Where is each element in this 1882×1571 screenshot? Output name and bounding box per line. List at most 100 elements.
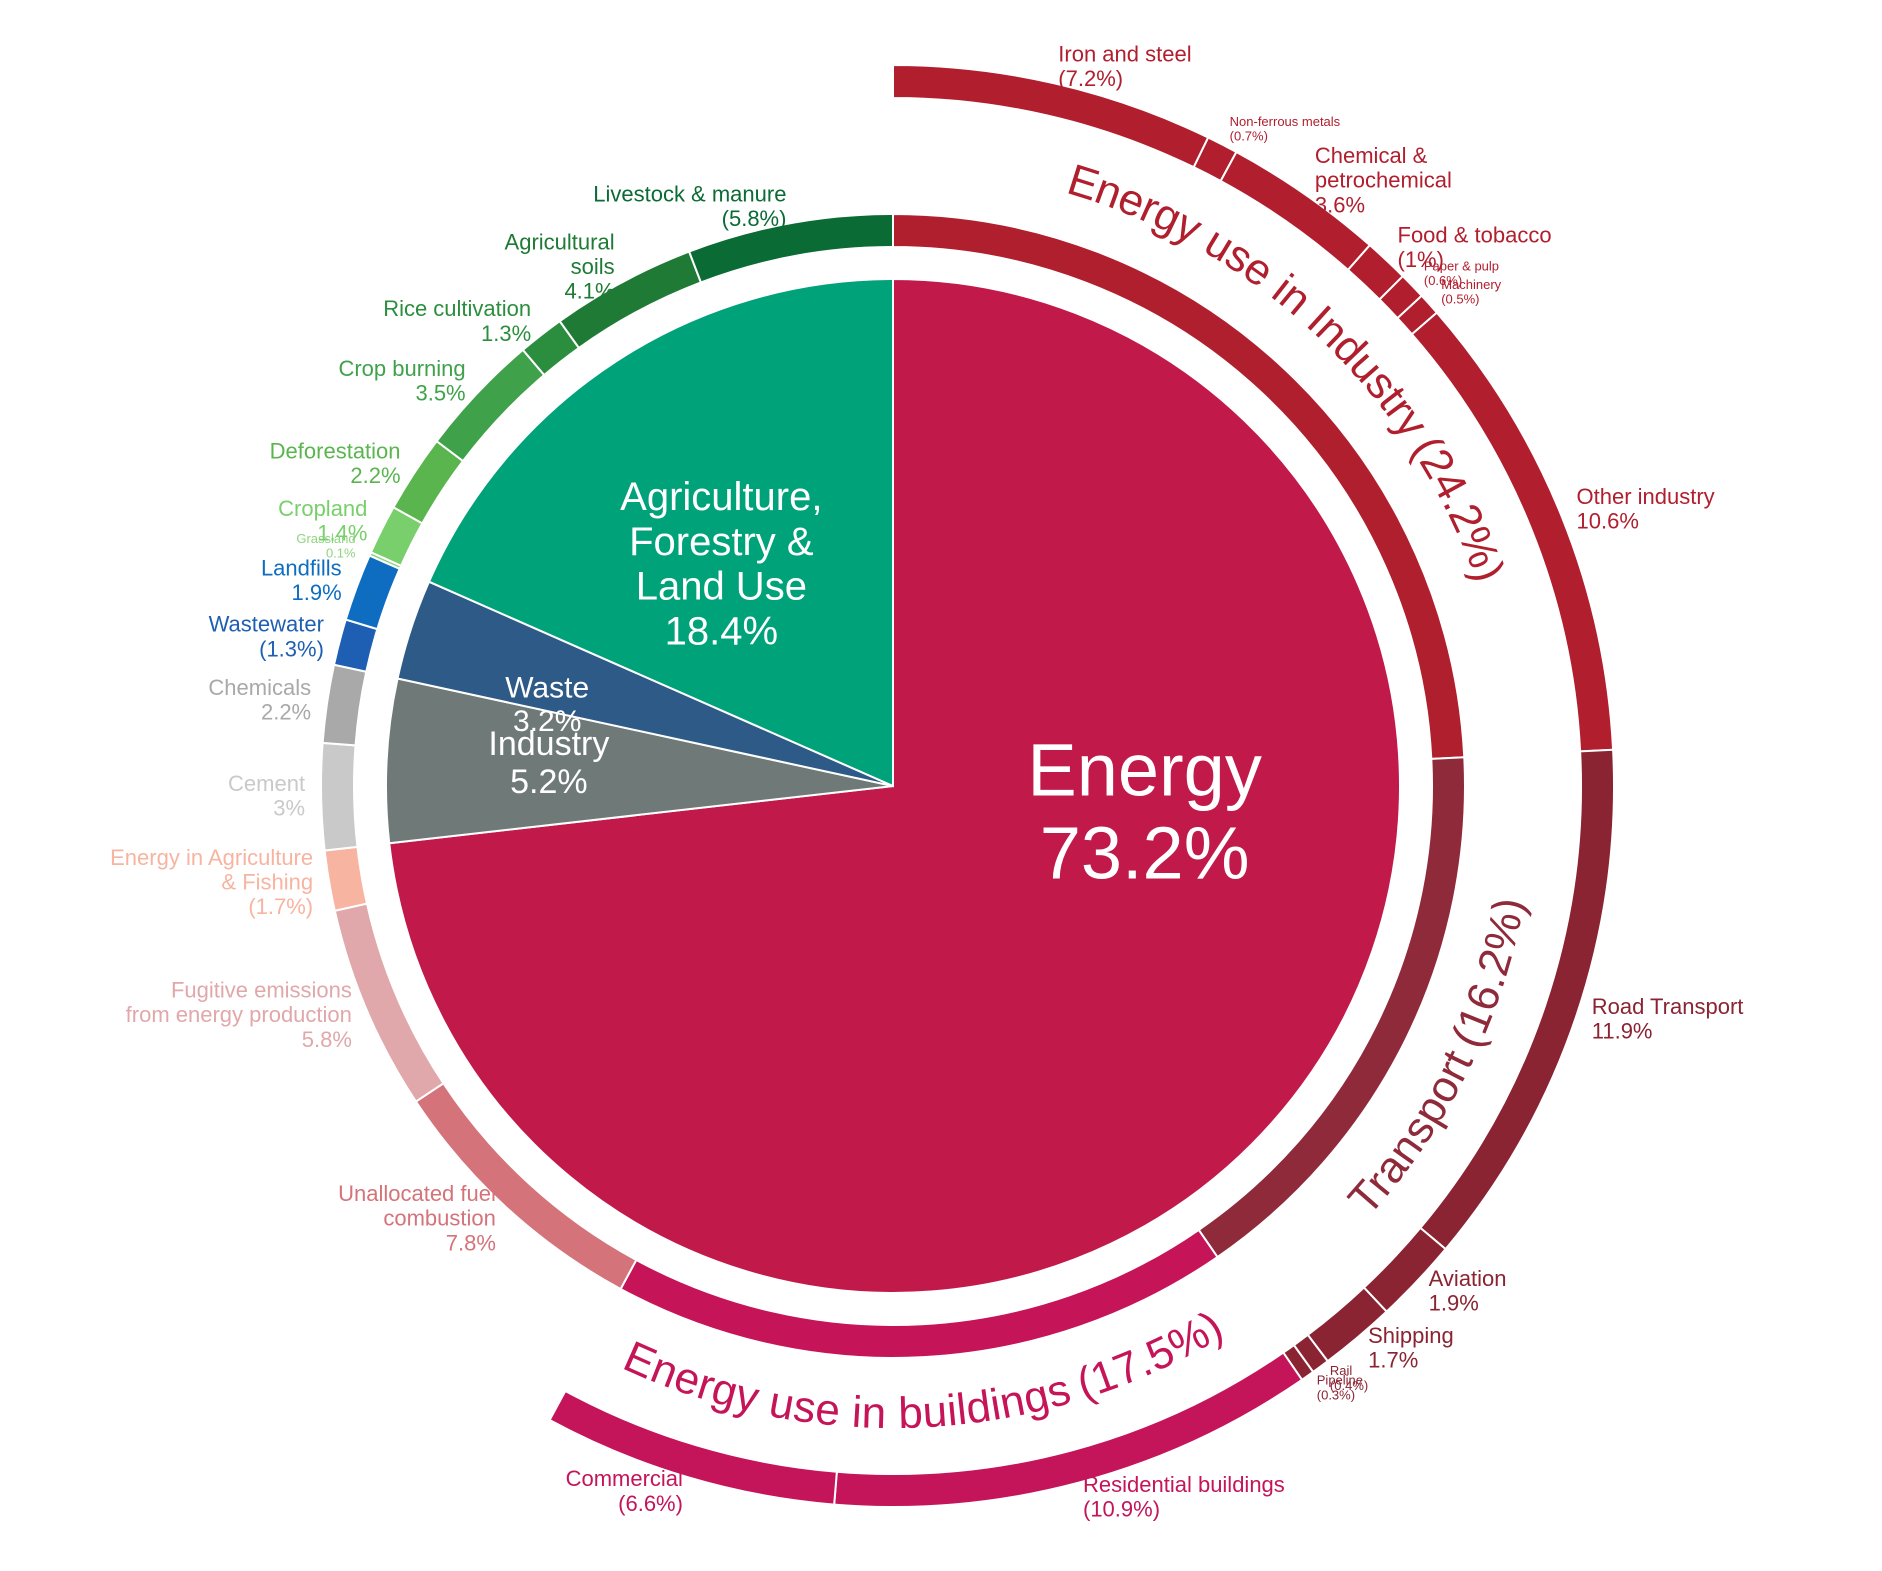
segment-label-line: Landfills (261, 555, 342, 580)
segment-label: Unallocated fuel combustion 7.8% (338, 1181, 496, 1255)
ring-segment (892, 63, 1210, 169)
segment-label-line: 3.5% (415, 380, 465, 405)
segment-label-line: petrochemical (1315, 168, 1452, 193)
segment-label-line: Chemical & (1315, 143, 1428, 168)
segment-label-line: (6.6%) (618, 1491, 683, 1516)
segment-label: Livestock & manure (5.8%) (593, 181, 786, 231)
segment-label: Road Transport 11.9% (1592, 994, 1744, 1044)
segment-label-line: Fugitive emissions (171, 977, 352, 1002)
segment-label: Fugitive emissions from energy production… (126, 977, 352, 1051)
segment-label: Wastewater (1.3%) (209, 611, 324, 661)
segment-label-line: Livestock & manure (593, 181, 786, 206)
segment-label-line: (0.3%) (1317, 1388, 1355, 1403)
segment-label-line: Other industry (1577, 484, 1715, 509)
segment-label-line: Paper & pulp (1424, 259, 1499, 274)
segment-label: Pipeline (0.3%) (1317, 1373, 1363, 1403)
segment-label: Landfills 1.9% (261, 555, 342, 605)
segment-label: Machinery (0.5%) (1441, 278, 1501, 308)
sector-label-line: Agriculture, (620, 475, 822, 519)
segment-label-line: (1%) (1398, 247, 1444, 272)
group-value: (16.2%) (1442, 894, 1534, 1055)
segment-label: Paper & pulp (0.6%) (1424, 259, 1499, 289)
segment-label: Rail (0.4%) (1330, 1364, 1368, 1394)
segment-label-line: (0.7%) (1230, 129, 1268, 144)
segment-label-line: 3.6% (1315, 192, 1365, 217)
sector-label-line: 3.2% (513, 705, 581, 738)
segment-label-line: Road Transport (1592, 994, 1744, 1019)
segment-label-line: 10.6% (1577, 509, 1639, 534)
segment-label-line: 1.4% (317, 520, 367, 545)
sector-label-line: Waste (505, 671, 589, 704)
sector-label: Energy 73.2% (1027, 728, 1261, 894)
segment-label: Aviation 1.9% (1429, 1266, 1507, 1316)
segment-label-line: (1.7%) (248, 894, 313, 919)
ring-segment (687, 212, 894, 284)
segment-label: Food & tobacco (1%) (1398, 222, 1552, 272)
segment-label-line: Residential buildings (1083, 1472, 1285, 1497)
sector-label-line: Forestry & (629, 519, 814, 563)
segment-label: Energy in Agriculture & Fishing (1.7%) (110, 845, 313, 919)
segment-label-line: 11.9% (1592, 1018, 1653, 1043)
segment-label-line: (0.4%) (1330, 1378, 1368, 1393)
sector-label: Waste 3.2% (505, 671, 589, 738)
sector-label-line: Energy (1027, 728, 1261, 811)
segment-label-line: Iron and steel (1058, 41, 1191, 66)
segment-label-line: 2.2% (261, 699, 311, 724)
segment-label-line: 1.9% (1429, 1290, 1479, 1315)
sector-label-line: Industry (488, 725, 609, 763)
segment-label-line: Grassland (296, 532, 355, 547)
segment-label: Iron and steel (7.2%) (1058, 41, 1191, 91)
segment-label-line: Unallocated fuel (338, 1181, 496, 1206)
sector-label: Industry 5.2% (488, 725, 609, 801)
segment-label-line: (10.9%) (1083, 1496, 1160, 1521)
segment-label-line: 0.1% (326, 546, 356, 561)
segment-label-line: Rice cultivation (383, 296, 531, 321)
segment-label-line: Aviation (1429, 1266, 1507, 1291)
segment-label-line: (0.5%) (1441, 292, 1479, 307)
segment-label: Rice cultivation 1.3% (383, 296, 531, 346)
ring-segment (323, 845, 369, 912)
segment-label-line: Machinery (1441, 278, 1501, 293)
segment-label-line: Energy in Agriculture (110, 845, 313, 870)
segment-label: Crop burning 3.5% (338, 356, 465, 406)
segment-label-line: Rail (1330, 1364, 1353, 1379)
segment-label: Chemical & petrochemical 3.6% (1315, 143, 1452, 217)
segment-label-line: from energy production (126, 1002, 352, 1027)
segment-label: Non-ferrous metals (0.7%) (1230, 115, 1341, 145)
segment-label-line: Pipeline (1317, 1373, 1363, 1388)
segment-label-line: Wastewater (209, 611, 324, 636)
segment-label-line: 7.8% (446, 1230, 496, 1255)
segment-label: Other industry 10.6% (1577, 484, 1715, 534)
segment-label-line: (1.3%) (259, 636, 324, 661)
segment-label-line: Non-ferrous metals (1230, 115, 1341, 130)
segment-label-line: Cropland (278, 496, 367, 521)
pie-sector (388, 277, 1401, 1294)
segment-label-line: (5.8%) (722, 206, 787, 231)
pie-sector (427, 277, 894, 788)
segment-label-line: 1.3% (481, 321, 531, 346)
segment-label-line: & Fishing (221, 869, 313, 894)
segment-label-line: 5.8% (302, 1027, 352, 1052)
pie-sector (385, 677, 894, 845)
segment-label: Cement 3% (228, 771, 305, 821)
sector-label-line: Land Use (636, 564, 807, 608)
segment-label: Grassland 0.1% (296, 532, 356, 562)
sector-label: Agriculture, Forestry & Land Use 18.4% (620, 475, 822, 653)
segment-label-line: Commercial (566, 1466, 683, 1491)
segment-label-line: (0.6%) (1424, 273, 1462, 288)
segment-label: Commercial (6.6%) (566, 1466, 683, 1516)
segment-label-line: 1.9% (292, 580, 342, 605)
segment-label: Shipping 1.7% (1368, 1323, 1454, 1373)
segment-label: Residential buildings (10.9%) (1083, 1472, 1285, 1522)
segment-label-line: Agricultural (505, 229, 615, 254)
segment-label-line: combustion (383, 1205, 496, 1230)
segment-label-line: Shipping (1368, 1323, 1454, 1348)
ring-segment (321, 663, 368, 747)
ring-segment (344, 554, 402, 631)
segment-label-line: 1.7% (1368, 1348, 1418, 1373)
segment-label: Agricultural soils 4.1% (505, 229, 615, 303)
segment-label-line: 3% (273, 795, 305, 820)
sector-label-line: 73.2% (1040, 811, 1250, 894)
segment-label: Chemicals 2.2% (208, 675, 311, 725)
